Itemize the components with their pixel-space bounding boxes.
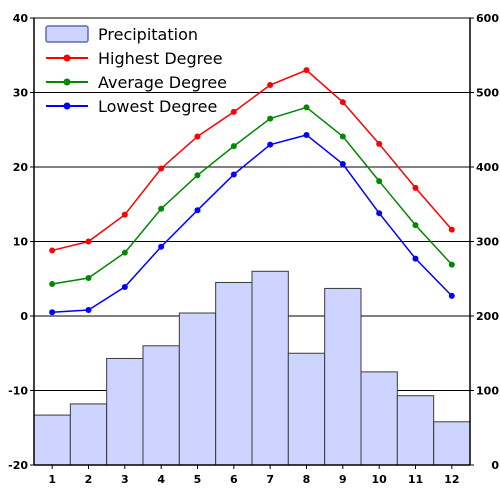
temperature-lines (49, 67, 455, 316)
left-tick-label: 10 (13, 236, 29, 249)
highest-degree-point (448, 226, 455, 233)
x-tick-label: 6 (230, 473, 238, 486)
highest-degree-point (230, 108, 237, 115)
highest-degree-point (303, 67, 310, 74)
lowest-degree-point (194, 207, 201, 214)
legend-label-lowest-degree: Lowest Degree (98, 97, 217, 116)
lowest-degree-point (339, 161, 346, 168)
x-tick-label: 3 (121, 473, 129, 486)
x-tick-label: 12 (444, 473, 459, 486)
left-tick-label: -20 (8, 459, 28, 472)
legend-marker-highest-degree (63, 54, 71, 62)
right-tick-label: 100 (476, 385, 499, 398)
lowest-degree-point (267, 141, 274, 148)
x-tick-label: 5 (194, 473, 202, 486)
precipitation-bar (433, 421, 471, 466)
average-degree-point (376, 178, 383, 185)
average-degree-line (52, 106, 453, 285)
precipitation-bar (360, 371, 398, 466)
x-tick-label: 4 (157, 473, 165, 486)
right-tick-label: 0 (491, 459, 499, 472)
average-degree-point (303, 104, 310, 111)
lowest-degree-point (412, 255, 419, 262)
precipitation-bar (396, 395, 435, 466)
right-tick-label: 400 (476, 161, 499, 174)
x-tick-label: 11 (408, 473, 423, 486)
average-degree-point (85, 275, 92, 282)
highest-degree-point (49, 247, 56, 254)
legend-swatch-precipitation (45, 25, 89, 43)
left-tick-label: 30 (13, 87, 29, 100)
highest-degree-point (376, 140, 383, 147)
lowest-degree-point (85, 307, 92, 314)
precipitation-bars (33, 270, 471, 466)
highest-degree-point (158, 165, 165, 172)
precipitation-bar (178, 312, 217, 466)
average-degree-point (267, 115, 274, 122)
precipitation-bar (69, 403, 108, 466)
precipitation-bar (287, 352, 326, 466)
average-degree-point (412, 222, 419, 229)
legend-marker-lowest-degree (63, 102, 71, 110)
lowest-degree-point (121, 283, 128, 290)
average-degree-point (194, 172, 201, 179)
legend-label-highest-degree: Highest Degree (98, 49, 223, 68)
x-tick-label: 10 (372, 473, 388, 486)
left-tick-label: 20 (13, 161, 29, 174)
left-tick-label: 0 (20, 310, 28, 323)
right-tick-label: 600 (476, 12, 499, 25)
x-tick-label: 7 (266, 473, 274, 486)
legend: Precipitation Highest Degree Average Degre… (45, 25, 227, 116)
right-tick-label: 300 (476, 236, 499, 249)
average-degree-point (49, 280, 56, 287)
precipitation-bar (251, 270, 289, 466)
x-tick-label: 8 (303, 473, 311, 486)
average-degree-point (158, 205, 165, 212)
lowest-degree-point (303, 131, 310, 138)
x-tick-label: 2 (85, 473, 93, 486)
left-tick-label: 40 (13, 12, 29, 25)
highest-degree-point (85, 238, 92, 245)
average-degree-point (121, 249, 128, 256)
lowest-degree-point (376, 210, 383, 217)
highest-degree-point (267, 82, 274, 89)
right-tick-label: 500 (476, 87, 499, 100)
legend-label-precipitation: Precipitation (98, 25, 198, 44)
precipitation-bar (106, 357, 144, 466)
precipitation-bar (215, 281, 253, 466)
highest-degree-line (51, 69, 453, 252)
x-tick-label: 9 (339, 473, 347, 486)
x-tick-label: 1 (48, 473, 56, 486)
highest-degree-point (412, 184, 419, 191)
highest-degree-point (339, 99, 346, 106)
highest-degree-point (121, 211, 128, 218)
highest-degree-point (194, 133, 201, 140)
lowest-degree-point (158, 243, 165, 250)
lowest-degree-point (448, 292, 455, 299)
lowest-degree-line (52, 134, 453, 314)
precipitation-bar (142, 345, 180, 466)
average-degree-point (230, 143, 237, 150)
left-tick-label: -10 (8, 385, 28, 398)
legend-label-average-degree: Average Degree (98, 73, 227, 92)
right-tick-label: 200 (476, 310, 499, 323)
average-degree-point (448, 261, 455, 268)
average-degree-point (339, 133, 346, 140)
precipitation-bar (324, 287, 362, 466)
lowest-degree-point (230, 171, 237, 178)
legend-marker-average-degree (63, 78, 71, 86)
precipitation-bar (33, 414, 71, 466)
lowest-degree-point (49, 309, 56, 316)
